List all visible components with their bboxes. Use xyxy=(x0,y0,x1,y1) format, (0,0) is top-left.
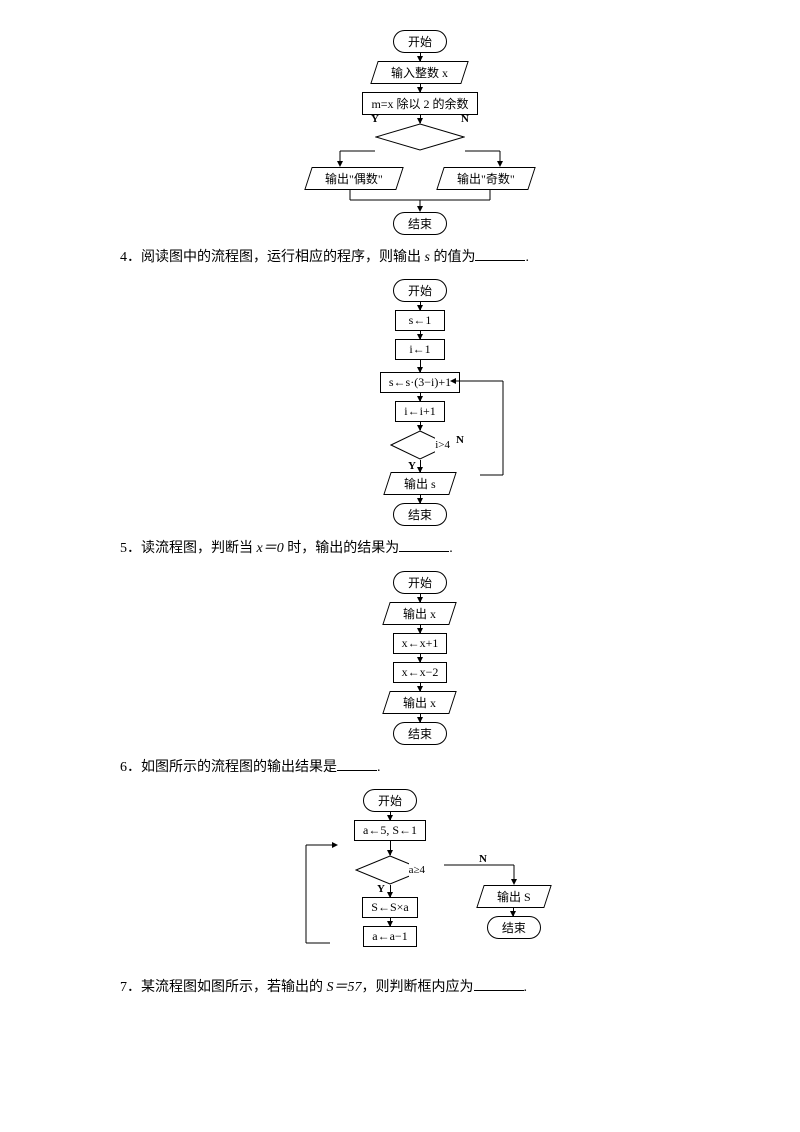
start-node: 开始 xyxy=(363,789,417,812)
q7-mid: ，则判断框内应为 xyxy=(362,980,474,995)
branch-lines xyxy=(305,137,535,167)
q7-text: 7．某流程图如图所示，若输出的 xyxy=(120,980,327,995)
q4-text: 4．阅读图中的流程图，运行相应的程序，则输出 xyxy=(120,250,425,265)
arrow-icon xyxy=(420,84,421,92)
output-node: 输出 s xyxy=(383,472,456,495)
end-node: 结束 xyxy=(393,212,447,235)
arrow-icon xyxy=(420,53,421,61)
process-node: a←5, S←1 xyxy=(354,820,426,841)
process-node: x←x+1 xyxy=(393,633,448,654)
decision-node: i>4 N Y xyxy=(390,430,450,460)
process-node: i←1 xyxy=(395,339,445,360)
start-node: 开始 xyxy=(393,571,447,594)
process-node: x←x−2 xyxy=(393,662,448,683)
arrow-icon xyxy=(420,460,421,472)
yes-label: Y xyxy=(408,460,416,472)
question-4: 4．阅读图中的流程图，运行相应的程序，则输出 s 的值为. xyxy=(120,247,720,269)
q5-text: 5．读流程图，判断当 xyxy=(120,541,257,556)
arrow-icon xyxy=(420,302,421,310)
arrow-icon xyxy=(420,331,421,339)
question-6: 6．如图所示的流程图的输出结果是. xyxy=(120,757,720,779)
arrow-icon xyxy=(390,812,391,820)
arrow-icon xyxy=(513,908,514,916)
process-node: a←a−1 xyxy=(363,926,416,947)
arrow-icon xyxy=(390,885,391,897)
arrow-icon xyxy=(420,714,421,722)
blank xyxy=(474,977,524,991)
q7-cond: S＝57 xyxy=(327,980,362,995)
flowchart-3: 开始 输出 x x←x+1 x←x−2 输出 x 结束 xyxy=(120,571,720,745)
diamond-icon xyxy=(355,855,409,885)
q5-mid: 时，输出的结果为 xyxy=(284,541,400,556)
cond-label: a≥4 xyxy=(409,864,425,876)
output-odd-node: 输出"奇数" xyxy=(436,167,535,190)
blank xyxy=(399,538,449,552)
cond-label: i>4 xyxy=(435,439,450,451)
output-node: 输出 x xyxy=(383,691,457,714)
process-node: S←S×a xyxy=(362,897,417,918)
no-label: N xyxy=(461,113,469,125)
q6-text: 6．如图所示的流程图的输出结果是 xyxy=(120,760,337,775)
blank xyxy=(475,247,525,261)
process-node: i←i+1 xyxy=(395,401,445,422)
flowchart-2: 开始 s←1 i←1 s←s·(3−i)+1 i←i+1 i>4 N Y 输出 … xyxy=(120,279,720,526)
blank xyxy=(337,757,377,771)
arrow-icon xyxy=(420,625,421,633)
yes-label: Y xyxy=(377,883,385,895)
output-node: 输出 S xyxy=(476,885,551,908)
arrow-icon xyxy=(420,594,421,602)
end-node: 结束 xyxy=(393,503,447,526)
arrow-icon xyxy=(420,654,421,662)
start-node: 开始 xyxy=(393,30,447,53)
q6-period: . xyxy=(377,760,381,775)
end-node: 结束 xyxy=(487,916,541,939)
q5-cond: x＝0 xyxy=(257,541,284,556)
q5-period: . xyxy=(449,541,453,556)
output-even-node: 输出"偶数" xyxy=(304,167,403,190)
arrow-icon xyxy=(390,841,391,855)
merge-lines xyxy=(305,190,535,212)
flowchart-1: 开始 输入整数 x m=x 除以 2 的余数 Y N 输出"偶数" 输出"奇数"… xyxy=(120,30,720,235)
loopback-line xyxy=(300,839,340,949)
diamond-icon xyxy=(390,430,435,460)
arrow-icon xyxy=(420,495,421,503)
arrow-icon xyxy=(420,393,421,401)
flowchart-4: 开始 a←5, S←1 a≥4 Y N S←S×a a←a−1 输出 S 结束 xyxy=(270,789,570,947)
q7-period: . xyxy=(524,980,528,995)
output-node: 输出 x xyxy=(383,602,457,625)
q4-text-post: 的值为 xyxy=(430,250,476,265)
process-node: m=x 除以 2 的余数 xyxy=(362,92,477,115)
input-node: 输入整数 x xyxy=(371,61,469,84)
question-7: 7．某流程图如图所示，若输出的 S＝57，则判断框内应为. xyxy=(120,977,720,999)
loopback-line xyxy=(448,375,568,505)
decision-node: a≥4 Y N xyxy=(355,855,425,885)
process-node: s←1 xyxy=(395,310,445,331)
end-node: 结束 xyxy=(393,722,447,745)
question-5: 5．读流程图，判断当 x＝0 时，输出的结果为. xyxy=(120,538,720,560)
arrow-icon xyxy=(420,360,421,372)
arrow-icon xyxy=(420,683,421,691)
arrow-icon xyxy=(420,115,421,123)
branch-line xyxy=(444,855,534,885)
q4-period: . xyxy=(525,250,529,265)
arrow-icon xyxy=(420,422,421,430)
arrow-icon xyxy=(390,918,391,926)
yes-label: Y xyxy=(371,113,379,125)
start-node: 开始 xyxy=(393,279,447,302)
